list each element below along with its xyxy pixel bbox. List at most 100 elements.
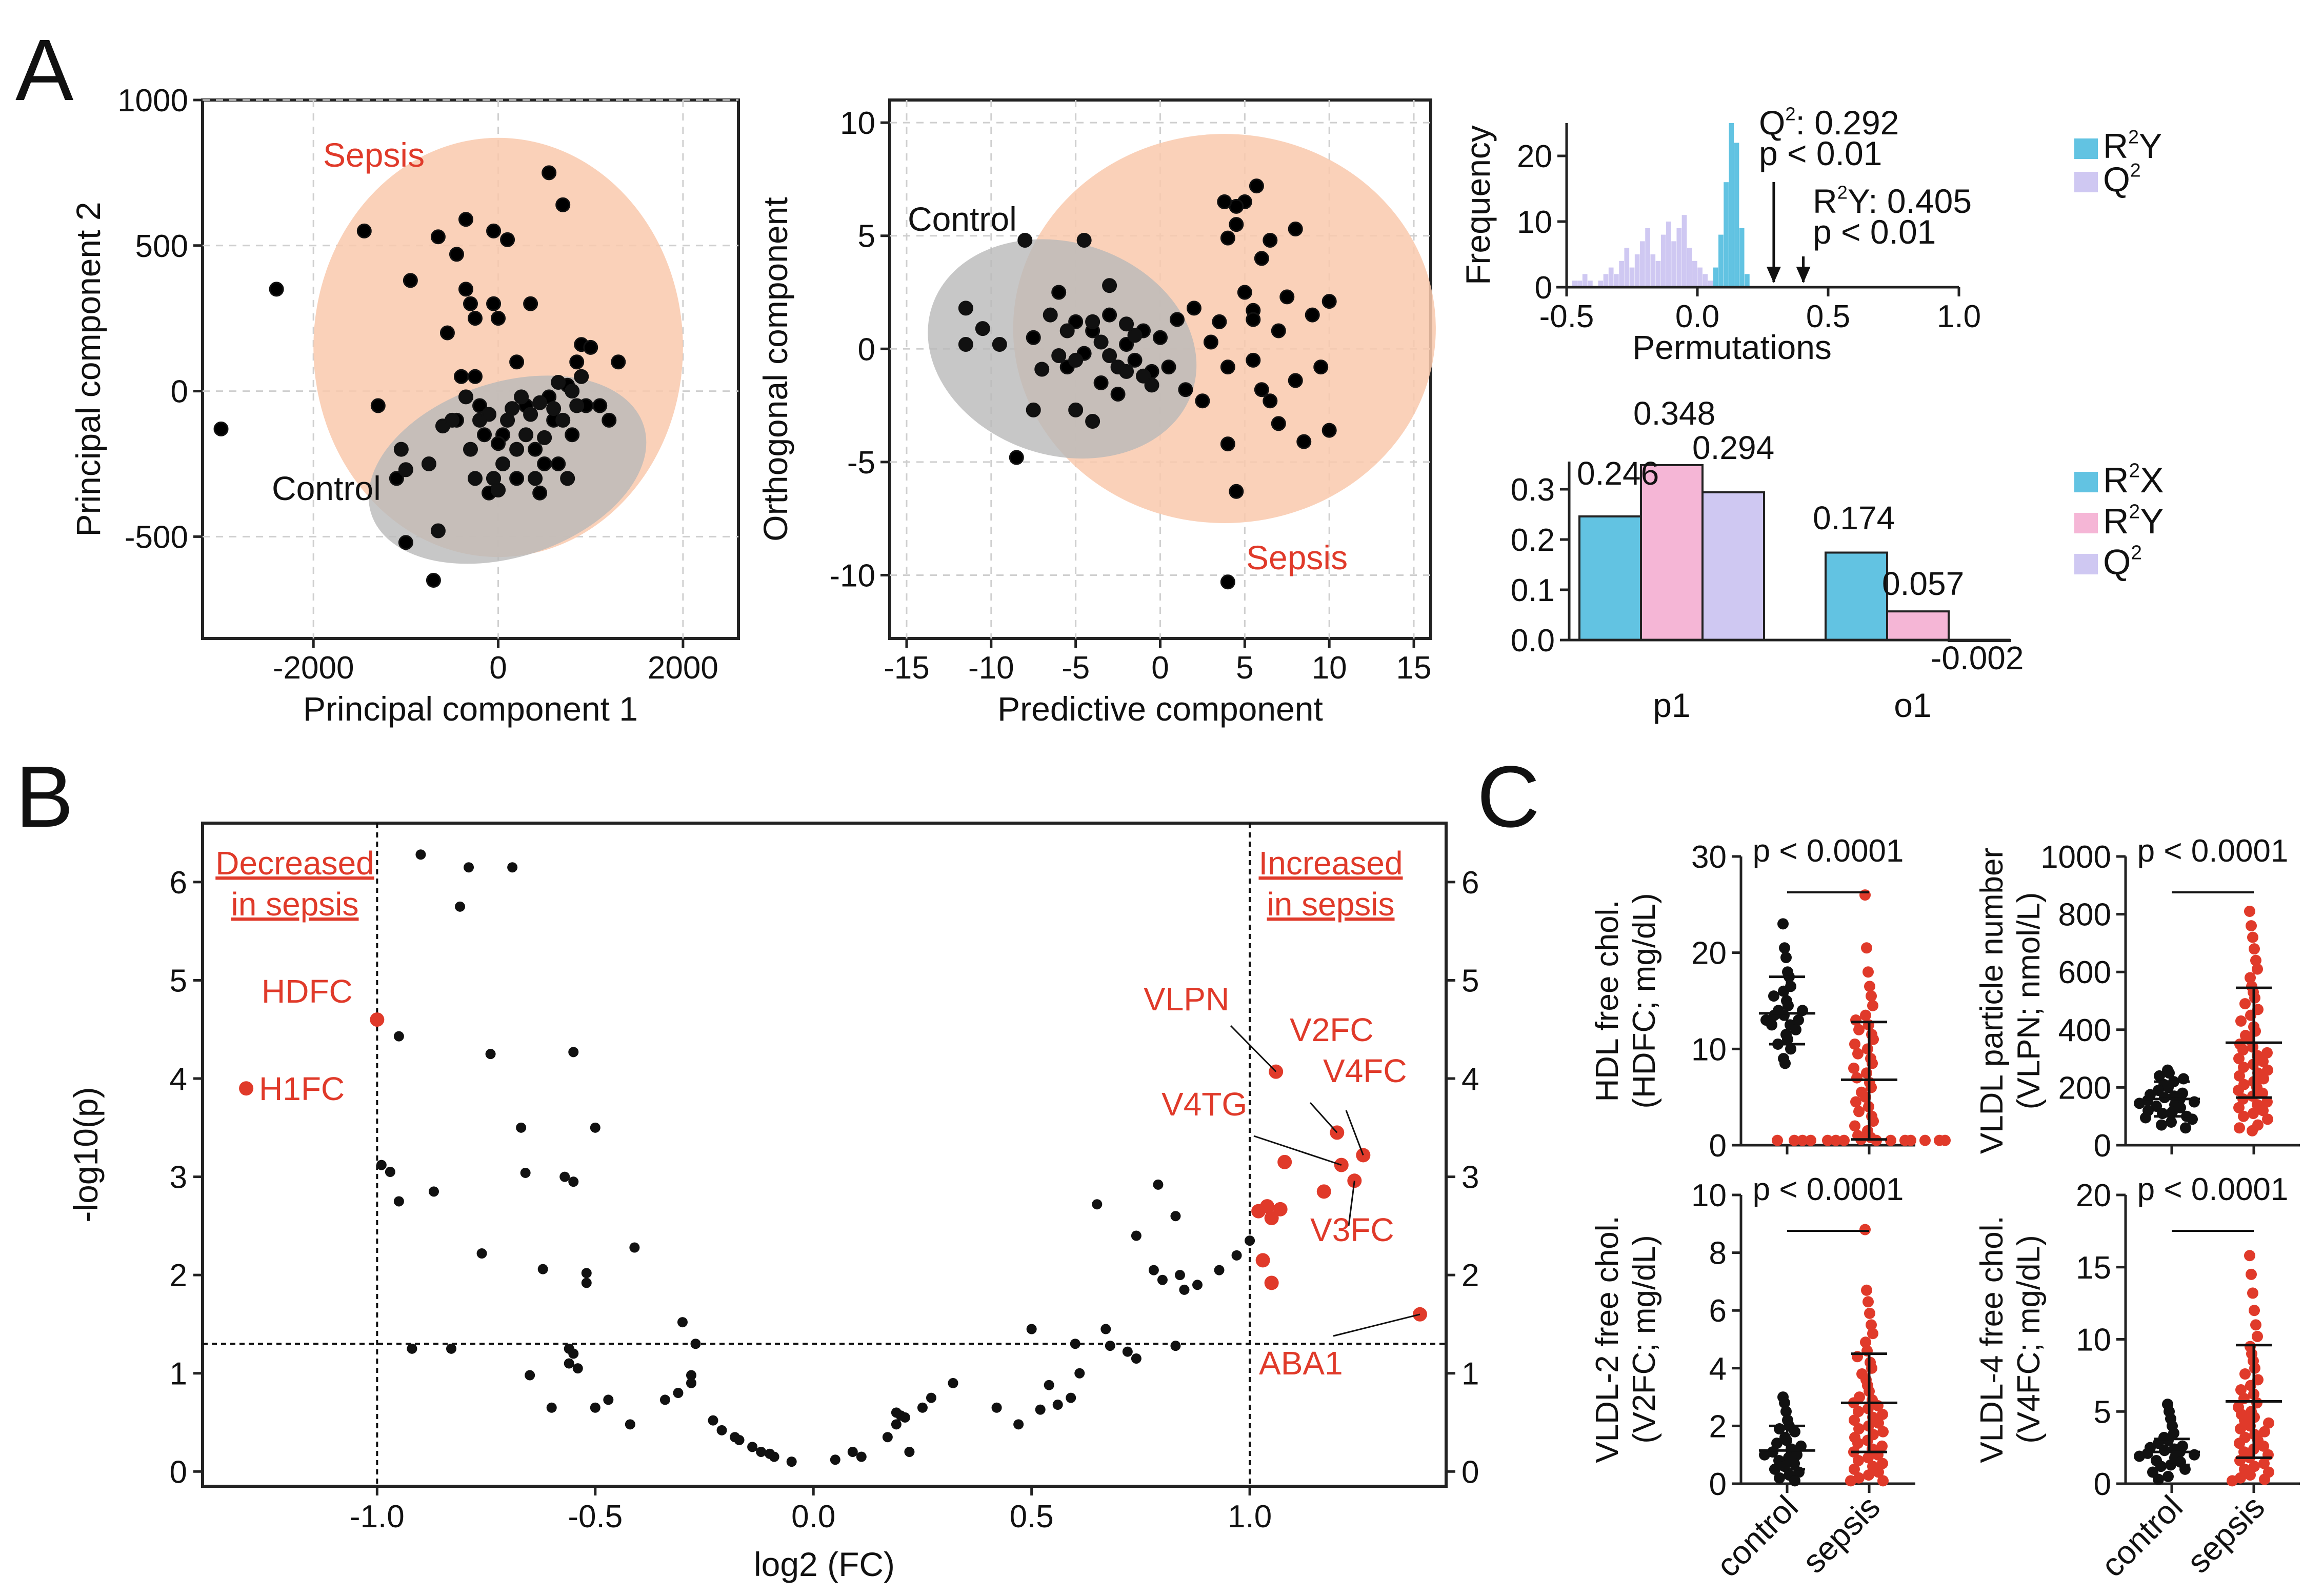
sepsis-data-point xyxy=(1838,1134,1850,1146)
decreased-region-label-line2: in sepsis xyxy=(231,886,359,923)
sepsis-point xyxy=(509,471,525,486)
point-label-vlpn: VLPN xyxy=(1144,981,1229,1018)
sepsis-data-point xyxy=(2235,1384,2247,1396)
y-tick-label: -10 xyxy=(829,558,875,593)
sepsis-point xyxy=(1288,373,1303,388)
metabolite-point xyxy=(455,901,466,912)
y-tick-label: 0.3 xyxy=(1511,472,1555,508)
sepsis-data-point xyxy=(2245,1469,2256,1481)
q2-marker-label: Q2: 0.292 xyxy=(1759,103,1899,142)
sepsis-point xyxy=(537,456,552,471)
legend-swatch xyxy=(2074,172,2098,192)
metabolite-point xyxy=(393,1031,404,1042)
control-point xyxy=(468,471,483,486)
sepsis-point xyxy=(1321,294,1337,309)
sepsis-point xyxy=(486,223,502,238)
sepsis-data-point xyxy=(2234,1070,2245,1082)
sepsis-data-point xyxy=(2233,1085,2244,1096)
histogram-bar xyxy=(1614,274,1619,287)
x-tick-label: 0.5 xyxy=(1010,1499,1054,1534)
control-data-point xyxy=(2159,1445,2170,1457)
sepsis-point xyxy=(1254,382,1269,397)
hdfc-dot-plot: 0 10 20 30 p < 0.0001 HDL free chol. (HDFC; mg… xyxy=(1590,833,1951,1164)
y-tick-label-left: 3 xyxy=(170,1160,187,1195)
y-tick-label: 200 xyxy=(2058,1070,2111,1106)
histogram-bar xyxy=(1582,274,1588,287)
metabolite-point xyxy=(1192,1280,1203,1290)
metabolite-point xyxy=(708,1415,718,1426)
y-axis-label: -log10(p) xyxy=(67,1087,105,1222)
y-tick-label: 0 xyxy=(1709,1467,1727,1502)
y-tick-label: 0 xyxy=(2094,1467,2111,1502)
sepsis-data-point xyxy=(2250,954,2261,966)
histogram-bar xyxy=(1588,281,1593,287)
metabolite-point xyxy=(1153,1179,1164,1190)
x-tick-label: 0.0 xyxy=(1675,299,1719,334)
sepsis-point xyxy=(523,296,538,311)
category-label: control xyxy=(2094,1488,2190,1584)
metabolite-point xyxy=(516,1122,527,1133)
histogram-bar xyxy=(1718,234,1724,287)
sepsis-data-point xyxy=(1867,1328,1878,1340)
sepsis-point xyxy=(491,436,506,451)
sepsis-point xyxy=(555,197,571,212)
sepsis-data-point xyxy=(1851,1072,1863,1084)
control-point xyxy=(1017,233,1033,248)
y-tick-label: 0 xyxy=(171,374,188,410)
metabolite-point xyxy=(1044,1380,1054,1390)
metabolite-point xyxy=(393,1196,404,1207)
summary-bar xyxy=(1640,464,1704,642)
sepsis-point xyxy=(1110,387,1126,402)
sepsis-group-label: Sepsis xyxy=(1246,538,1348,576)
control-data-point xyxy=(2159,1092,2170,1104)
metabolite-point xyxy=(1066,1392,1076,1403)
x-tick-label: -0.5 xyxy=(1539,299,1594,334)
y-tick-label-right: 5 xyxy=(1461,963,1479,999)
control-data-point xyxy=(1789,1426,1800,1438)
sepsis-point xyxy=(1217,194,1232,210)
metabolite-point xyxy=(581,1268,592,1279)
y-axis-label: Frequency xyxy=(1459,125,1497,285)
metabolite-point xyxy=(904,1446,915,1457)
sepsis-point xyxy=(449,247,464,262)
metabolite-point xyxy=(659,1394,670,1405)
sepsis-point xyxy=(1203,334,1218,350)
control-data-point xyxy=(2155,1461,2167,1472)
sepsis-point xyxy=(1068,314,1084,329)
y-axis-label-line1: VLDL particle number xyxy=(1974,848,2010,1154)
summary-bar xyxy=(1886,610,1950,642)
control-point xyxy=(393,442,409,457)
sepsis-data-point xyxy=(1853,1454,1864,1466)
volcano-plot: -1.0 -0.5 0.0 0.5 1.0 0 0 1 1 2 2 3 3 4 4 5 5 6 6 HDFC H1FC V… xyxy=(67,822,1479,1583)
sepsis-data-point xyxy=(1853,1024,1865,1035)
x-tick-label: 10 xyxy=(1312,650,1347,686)
control-data-point xyxy=(2134,1098,2145,1109)
metabolite-point xyxy=(756,1446,767,1457)
sepsis-point xyxy=(569,354,585,370)
histogram-bar xyxy=(1676,228,1682,287)
sepsis-data-point xyxy=(1797,1134,1808,1146)
sepsis-data-point xyxy=(2235,1015,2247,1027)
sepsis-data-point xyxy=(2249,943,2260,955)
metabolite-point xyxy=(520,1167,531,1178)
sepsis-data-point xyxy=(1863,1452,1874,1464)
sepsis-data-point xyxy=(1789,1134,1800,1146)
metabolite-point xyxy=(446,1343,456,1354)
sepsis-point xyxy=(528,442,543,457)
bar-value-label: 0.348 xyxy=(1633,395,1715,432)
sepsis-data-point xyxy=(1867,1000,1878,1011)
y-tick-label-right: 6 xyxy=(1461,865,1479,901)
x-tick-label: -10 xyxy=(968,650,1014,686)
annotation-leader-line xyxy=(1348,1181,1355,1226)
metabolite-point xyxy=(546,1402,557,1413)
sepsis-point xyxy=(1051,285,1067,300)
model-summary-bar-chart: 0.0 0.1 0.2 0.3 0.246 0.174 0.348 0.057 0.294 -0.… xyxy=(1511,395,2164,724)
control-point xyxy=(1127,328,1143,343)
x-tick-label: -1.0 xyxy=(350,1499,405,1534)
sepsis-point xyxy=(1246,352,1261,368)
y-tick-label: 8 xyxy=(1709,1236,1727,1271)
metabolite-point xyxy=(590,1122,600,1133)
r2y-marker-label: R2Y: 0.405 xyxy=(1813,182,1972,220)
sepsis-data-point xyxy=(1873,1417,1884,1429)
sepsis-point xyxy=(1263,393,1278,409)
